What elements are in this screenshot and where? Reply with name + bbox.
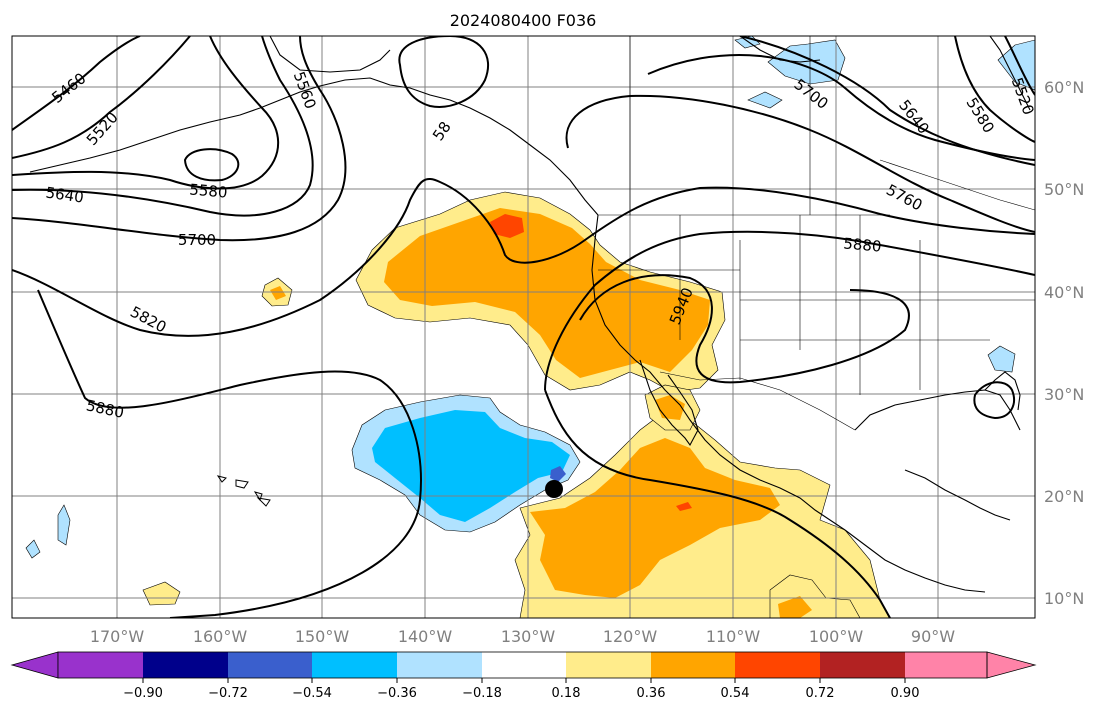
colorbar-bin-036-018	[397, 652, 482, 678]
anomaly-area-red-small	[676, 502, 692, 511]
colorbar-tick-label-5: −0.18	[462, 686, 502, 701]
lon-tick-110w: 110°W	[706, 627, 761, 646]
latitude-tick-labels: 60°N 50°N 40°N 30°N 20°N 10°N	[1044, 78, 1084, 608]
anomaly-area-pacific-orange	[384, 208, 710, 378]
colorbar-tick-label-7: 0.36	[637, 686, 666, 701]
lat-tick-30n: 30°N	[1044, 385, 1084, 404]
colorbar-extend-max	[986, 651, 1037, 679]
colorbar-bin-lt-090	[58, 652, 143, 678]
longitude-tick-labels: 170°W 160°W 150°W 140°W 130°W 120°W 110°…	[90, 627, 955, 646]
contour-label-5580-west: 5580	[189, 180, 229, 201]
lon-tick-90w: 90°W	[911, 627, 955, 646]
coast-labrador	[989, 36, 1031, 111]
coastlines	[29, 36, 1031, 593]
anomaly-area-west-neg-small	[25, 539, 41, 559]
lat-tick-40n: 40°N	[1044, 283, 1084, 302]
coast-alaska-peninsula	[29, 77, 599, 216]
colorbar-bin-036-054	[651, 652, 736, 678]
colorbar-tick-label-4: −0.36	[377, 686, 417, 701]
hawaii-islands	[216, 475, 271, 507]
anomaly-area-hawaii-north-core	[270, 286, 286, 300]
anomaly-area-pacific-neg-min	[550, 466, 566, 482]
lon-tick-160w: 160°W	[193, 627, 248, 646]
colorbar-tick-label-9: 0.72	[806, 686, 835, 701]
colorbar-ticks	[142, 678, 906, 683]
contour-5520-west	[12, 36, 191, 159]
contour-5820	[12, 178, 1035, 337]
contour-5940	[544, 389, 891, 618]
contour-5880-east	[544, 230, 1035, 391]
graticule	[12, 36, 1035, 618]
contour-label-5640-west: 5640	[45, 183, 85, 206]
colorbar-frame	[57, 651, 988, 679]
lat-tick-50n: 50°N	[1044, 180, 1084, 199]
contour-5640-ring	[12, 36, 314, 217]
coast-baja	[639, 359, 699, 447]
colorbar-tick-label-6: 0.18	[552, 686, 581, 701]
lon-tick-170w: 170°W	[90, 627, 145, 646]
colorbar-bin-054-072	[735, 652, 820, 678]
storm-center-marker	[545, 480, 563, 498]
lat-tick-20n: 20°N	[1044, 487, 1084, 506]
anomaly-area-red-max	[490, 214, 524, 238]
contour-5580-low	[183, 148, 240, 182]
lon-tick-140w: 140°W	[398, 627, 453, 646]
map-panel: 5460 5520 5560 5640 5580 5700 5820 5880 …	[12, 36, 1035, 618]
anomaly-area-hawaii-west-neg	[57, 504, 71, 546]
contour-5640-ne	[739, 36, 1035, 166]
contour-5520-ne	[1004, 36, 1035, 96]
anomaly-area-east-pacific-orange	[778, 596, 812, 618]
colorbar-bin-gt-090	[905, 652, 987, 678]
coast-alaska-north	[269, 36, 391, 73]
map-frame	[11, 35, 1036, 619]
contour-5460	[12, 36, 141, 131]
colorbar-bin-072-054	[228, 652, 313, 678]
coast-yucatan	[904, 469, 1011, 521]
contour-5700	[12, 36, 347, 242]
anomaly-area-se-neg	[987, 345, 1016, 373]
contour-5820-north	[398, 36, 490, 108]
contour-label-5700-west: 5700	[178, 231, 216, 249]
anomaly-area-great-slave-neg	[747, 91, 783, 109]
colorbar-tick-label-10: 0.90	[891, 686, 920, 701]
colorbar: −0.90 −0.72 −0.54 −0.36 −0.18 0.18 0.36 …	[10, 651, 1037, 701]
colorbar-tick-label-2: −0.72	[208, 686, 248, 701]
colorbar-tick-label-1: −0.90	[123, 686, 163, 701]
anomaly-area-subtropical-orange	[530, 438, 780, 598]
colorbar-tick-label-3: −0.54	[292, 686, 332, 701]
colorbar-extend-min	[10, 651, 59, 679]
contour-label-5880-east: 5880	[843, 234, 883, 255]
colorbar-bin-054-036	[312, 652, 397, 678]
contour-5760	[565, 94, 1035, 233]
lon-tick-120w: 120°W	[603, 627, 658, 646]
contour-5880-se	[973, 381, 1015, 420]
coast-gulf	[854, 389, 1021, 431]
contour-5580-outer	[12, 36, 280, 190]
lon-tick-150w: 150°W	[295, 627, 350, 646]
lon-tick-100w: 100°W	[809, 627, 864, 646]
coast-na-west	[591, 214, 986, 593]
lon-tick-130w: 130°W	[501, 627, 556, 646]
contour-5880	[37, 289, 422, 618]
colorbar-bin-090-072	[143, 652, 228, 678]
figure-title: 2024080400 F036	[450, 11, 597, 30]
lat-tick-10n: 10°N	[1044, 589, 1084, 608]
lat-tick-60n: 60°N	[1044, 78, 1084, 97]
colorbar-tick-label-8: 0.54	[721, 686, 750, 701]
height-contours	[12, 36, 1035, 618]
colorbar-bin-018-018	[482, 652, 567, 678]
contour-5580-ne	[954, 36, 1035, 143]
colorbar-bin-018-036	[566, 652, 651, 678]
contour-5940-inner	[579, 274, 910, 384]
colorbar-bin-072-090	[820, 652, 905, 678]
political-borders	[598, 36, 1035, 431]
